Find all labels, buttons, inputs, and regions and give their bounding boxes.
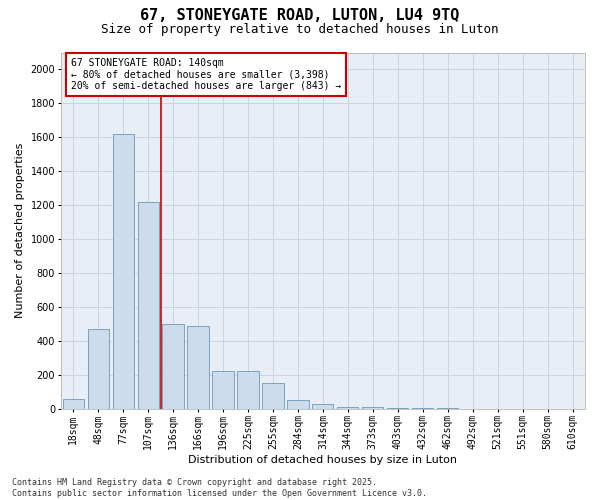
Text: 67, STONEYGATE ROAD, LUTON, LU4 9TQ: 67, STONEYGATE ROAD, LUTON, LU4 9TQ (140, 8, 460, 22)
Bar (137, 202, 159, 408)
Bar (238, 372, 259, 408)
Bar (287, 400, 308, 408)
Text: 67 STONEYGATE ROAD: 140sqm
← 80% of detached houses are smaller (3,398)
20% of s: 67 STONEYGATE ROAD: 140sqm ← 80% of deta… (71, 58, 341, 91)
Y-axis label: Number of detached properties: Number of detached properties (15, 143, 25, 318)
Bar (88, 329, 109, 408)
Text: Size of property relative to detached houses in Luton: Size of property relative to detached ho… (101, 22, 499, 36)
Bar (163, 324, 184, 408)
Bar (337, 406, 358, 408)
Bar (62, 400, 84, 408)
Text: Contains HM Land Registry data © Crown copyright and database right 2025.
Contai: Contains HM Land Registry data © Crown c… (12, 478, 427, 498)
Bar (262, 383, 284, 408)
Bar (113, 134, 134, 408)
Bar (312, 404, 334, 408)
Bar (212, 372, 233, 408)
X-axis label: Distribution of detached houses by size in Luton: Distribution of detached houses by size … (188, 455, 457, 465)
Bar (187, 326, 209, 408)
